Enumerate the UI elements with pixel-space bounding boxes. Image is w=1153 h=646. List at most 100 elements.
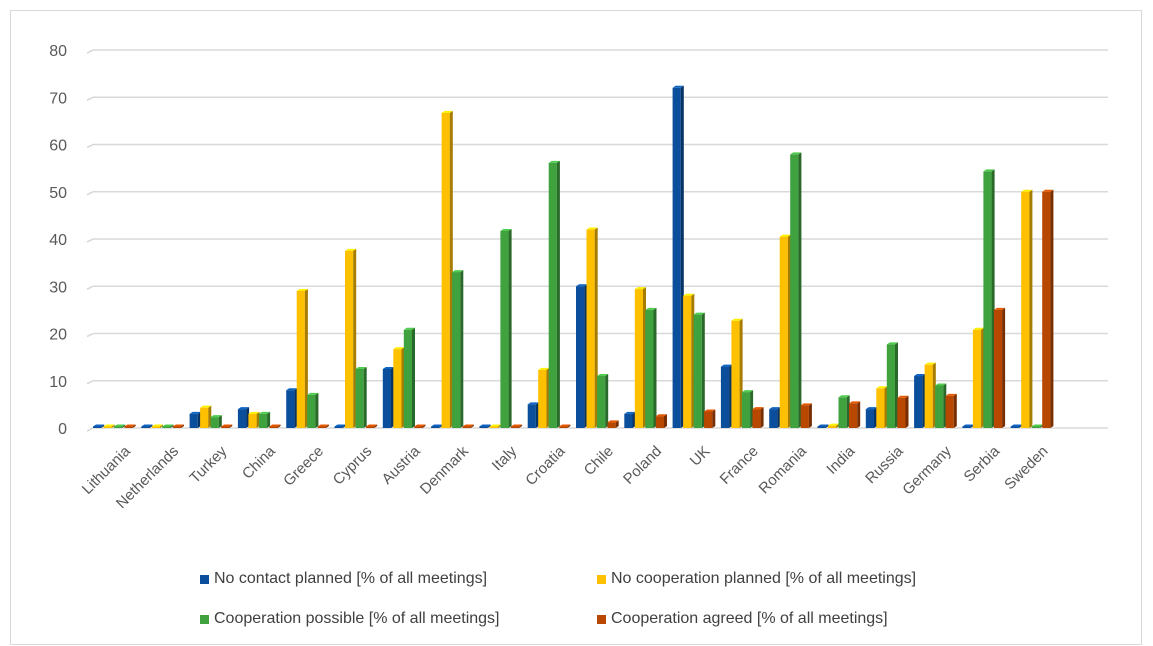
x-tick-label: Cyprus — [330, 443, 376, 489]
bar — [103, 424, 115, 428]
bar — [334, 424, 346, 428]
legend-item: No cooperation planned [% of all meeting… — [597, 570, 916, 588]
gridline — [86, 190, 1108, 196]
bar — [983, 169, 995, 428]
bar — [849, 401, 861, 428]
bar — [500, 228, 512, 428]
bar — [248, 411, 260, 428]
y-tick-label: 60 — [49, 138, 67, 155]
bar — [452, 270, 464, 428]
bar — [237, 407, 250, 428]
bar — [731, 318, 743, 428]
x-tick-label: Greece — [280, 443, 327, 490]
bar — [945, 393, 957, 428]
bar — [865, 407, 877, 428]
legend-swatch — [597, 574, 606, 584]
y-tick-label: 40 — [49, 232, 67, 249]
bar — [838, 395, 850, 428]
bar — [403, 327, 415, 428]
x-tick-label: Italy — [489, 442, 521, 474]
bar — [141, 424, 153, 428]
bar — [210, 415, 222, 428]
bar — [645, 307, 657, 428]
x-tick-label: Poland — [620, 443, 665, 488]
x-tick-label: Denmark — [417, 442, 472, 497]
bar — [769, 407, 781, 428]
bar — [200, 405, 212, 428]
bar — [924, 362, 936, 428]
gridline — [86, 285, 1108, 290]
bar — [286, 388, 298, 428]
bar — [779, 234, 791, 428]
y-tick-label: 0 — [58, 421, 67, 438]
bar — [548, 160, 560, 429]
x-tick-label: Turkey — [186, 442, 230, 486]
legend-label: No contact planned [% of all meetings] — [214, 570, 488, 587]
bar — [876, 386, 888, 428]
bar — [993, 307, 1006, 428]
x-tick-label: Austria — [379, 442, 424, 487]
bar — [355, 366, 367, 428]
gridline — [86, 143, 1108, 149]
x-tick-label: France — [717, 443, 762, 488]
bar — [393, 347, 405, 428]
bar — [296, 288, 308, 428]
gridline — [86, 96, 1108, 101]
bar — [489, 424, 502, 428]
bar — [1010, 424, 1022, 428]
bar — [382, 366, 394, 428]
bar — [151, 424, 163, 428]
bar — [752, 407, 764, 428]
bar — [172, 424, 184, 428]
bar — [366, 424, 378, 428]
bar — [114, 424, 126, 428]
x-tick-label: India — [823, 442, 858, 477]
bar — [431, 424, 443, 428]
bar — [269, 424, 281, 428]
bar — [559, 424, 571, 428]
bar — [634, 287, 646, 428]
bar — [972, 327, 985, 428]
bar — [817, 424, 829, 428]
bar — [576, 284, 588, 428]
bar — [597, 374, 609, 428]
x-tick-label: Croatia — [522, 442, 569, 489]
x-tick-label: China — [239, 442, 279, 482]
gridline — [86, 238, 1108, 243]
y-tick-label: 70 — [49, 90, 67, 107]
bar — [414, 424, 426, 428]
bar — [462, 424, 474, 428]
bar — [624, 411, 636, 428]
bar — [914, 374, 926, 428]
x-tick-label: Serbia — [961, 442, 1004, 485]
bar — [441, 110, 453, 428]
bar — [935, 383, 947, 428]
y-tick-label: 30 — [49, 279, 67, 296]
bar — [693, 312, 705, 428]
bar — [1021, 189, 1033, 428]
bar — [586, 227, 598, 428]
bar — [655, 414, 667, 428]
bar — [886, 342, 898, 428]
bar — [897, 395, 909, 428]
bar — [221, 424, 233, 428]
bar — [317, 424, 329, 428]
bar — [683, 293, 695, 428]
bar — [538, 367, 550, 428]
y-tick-label: 50 — [49, 185, 67, 202]
gridline — [86, 332, 1108, 338]
bar — [828, 423, 840, 428]
bar — [1042, 189, 1054, 428]
bar — [345, 248, 357, 428]
bar — [1031, 424, 1043, 428]
bar — [307, 392, 319, 428]
bar — [93, 424, 105, 428]
gridline — [86, 379, 1108, 385]
x-tick-label: Russia — [862, 442, 907, 487]
x-tick-label: Sweden — [1001, 443, 1051, 493]
bar — [189, 411, 201, 428]
legend-swatch — [597, 614, 606, 624]
bar — [672, 85, 684, 429]
bar — [800, 403, 812, 428]
